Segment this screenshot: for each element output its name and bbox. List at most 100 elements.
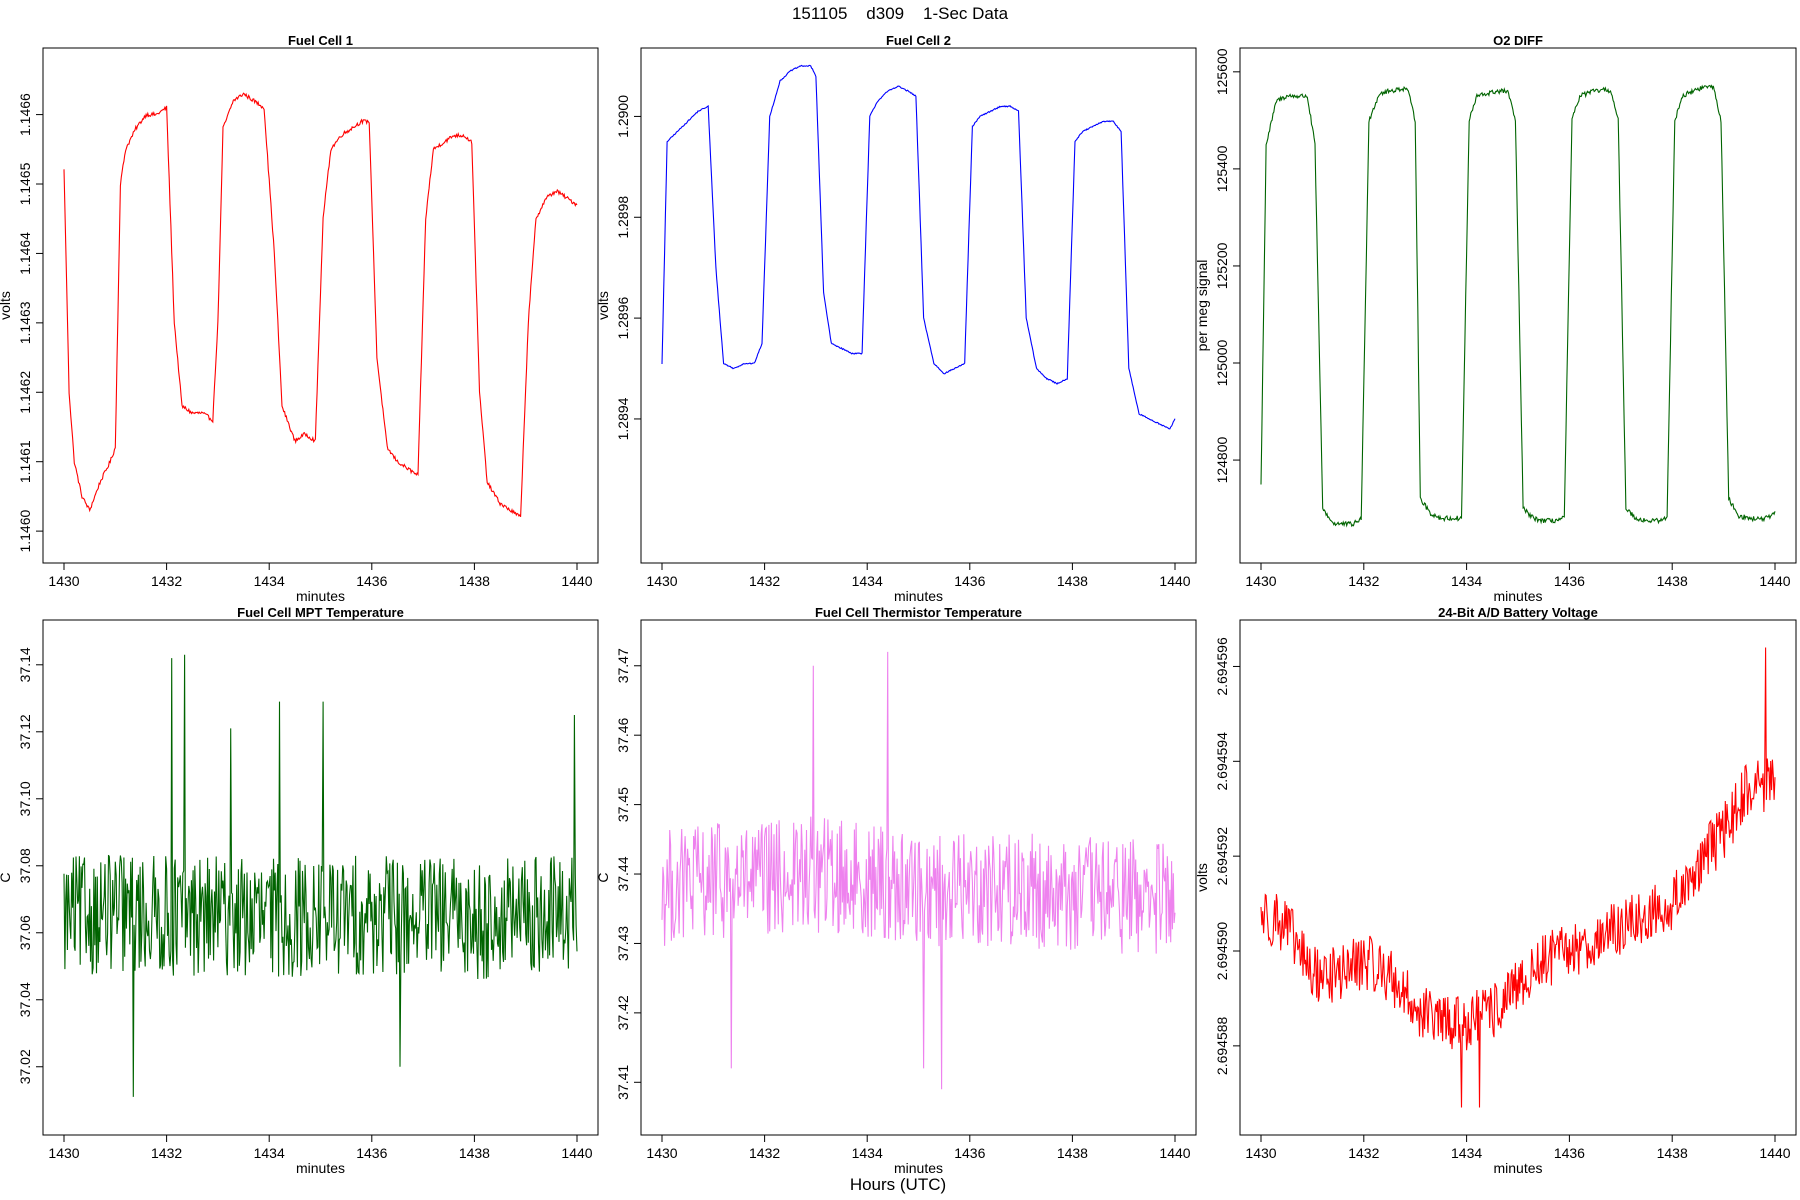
x-tick-label: 1436 <box>954 1145 985 1161</box>
y-tick-label: 37.47 <box>615 648 631 683</box>
x-tick-label: 1434 <box>254 573 285 589</box>
y-tick-label: 1.1465 <box>17 162 33 205</box>
x-tick-label: 1432 <box>749 573 780 589</box>
x-tick-label: 1440 <box>561 573 592 589</box>
x-tick-label: 1436 <box>1554 573 1585 589</box>
x-tick-label: 1438 <box>1057 573 1088 589</box>
x-tick-label: 1430 <box>1245 1145 1276 1161</box>
y-tick-label: 37.46 <box>615 717 631 752</box>
x-tick-label: 1432 <box>1348 1145 1379 1161</box>
panel-title: Fuel Cell 2 <box>886 33 951 48</box>
x-tick-label: 1440 <box>1159 1145 1190 1161</box>
y-tick-label: 2.694588 <box>1214 1016 1230 1075</box>
y-axis-label: C <box>0 872 13 882</box>
figure-bottom-label: Hours (UTC) <box>850 1175 946 1194</box>
x-tick-label: 1438 <box>459 1145 490 1161</box>
y-tick-label: 37.43 <box>615 926 631 961</box>
x-tick-label: 1432 <box>151 1145 182 1161</box>
y-tick-label: 1.2896 <box>615 296 631 339</box>
plot-frame <box>1239 47 1797 564</box>
y-tick-label: 125000 <box>1214 339 1230 386</box>
y-tick-label: 37.12 <box>17 714 33 749</box>
y-tick-label: 2.694594 <box>1214 732 1230 791</box>
x-tick-label: 1440 <box>1159 573 1190 589</box>
x-tick-label: 1434 <box>1451 573 1482 589</box>
chart-panel-3: O2 DIFF 1430 1432 1434 1436 1438 1440 minutes 12… <box>1194 33 1797 604</box>
y-tick-label: 2.694596 <box>1214 637 1230 696</box>
y-tick-label: 2.694592 <box>1214 827 1230 886</box>
y-tick-label: 37.10 <box>17 781 33 816</box>
y-tick-label: 37.08 <box>17 848 33 883</box>
series-line <box>1260 647 1776 1108</box>
x-axis-label: minutes <box>296 1160 345 1176</box>
x-tick-label: 1434 <box>852 1145 883 1161</box>
x-tick-label: 1440 <box>561 1145 592 1161</box>
panel-title: Fuel Cell Thermistor Temperature <box>815 605 1022 620</box>
y-tick-label: 37.04 <box>17 982 33 1017</box>
x-tick-label: 1432 <box>151 573 182 589</box>
y-tick-label: 37.02 <box>17 1049 33 1084</box>
y-tick-label: 1.1461 <box>17 440 33 483</box>
plot-frame <box>640 47 1197 564</box>
y-tick-label: 125600 <box>1214 48 1230 95</box>
y-tick-label: 1.1460 <box>17 509 33 552</box>
panel-title: Fuel Cell 1 <box>288 33 353 48</box>
x-tick-label: 1430 <box>646 1145 677 1161</box>
chart-panel-6: 24-Bit A/D Battery Voltage 1430 1432 1434 14… <box>1194 605 1797 1176</box>
y-tick-label: 1.1463 <box>17 301 33 344</box>
plot-frame <box>640 619 1197 1136</box>
y-tick-label: 1.2898 <box>615 196 631 239</box>
y-tick-label: 1.1466 <box>17 93 33 136</box>
y-tick-label: 37.45 <box>615 787 631 822</box>
y-tick-label: 1.2894 <box>615 397 631 440</box>
x-axis-label: minutes <box>894 1160 943 1176</box>
x-tick-label: 1436 <box>356 1145 387 1161</box>
plot-frame <box>1239 619 1797 1136</box>
y-tick-label: 37.42 <box>615 995 631 1030</box>
y-tick-label: 1.1462 <box>17 371 33 414</box>
x-tick-label: 1436 <box>954 573 985 589</box>
y-tick-label: 125200 <box>1214 242 1230 289</box>
y-tick-label: 37.14 <box>17 647 33 682</box>
y-tick-label: 1.1464 <box>17 232 33 275</box>
y-axis-label: C <box>595 872 611 882</box>
chart-panel-1: Fuel Cell 1 1430 1432 1434 1436 1438 1440 minut… <box>0 33 599 604</box>
series-line <box>661 64 1176 430</box>
y-tick-label: 2.694590 <box>1214 922 1230 981</box>
x-tick-label: 1440 <box>1759 573 1790 589</box>
y-axis-label: volts <box>1194 863 1210 892</box>
plot-frame <box>42 47 599 564</box>
x-tick-label: 1430 <box>1245 573 1276 589</box>
panel-title: O2 DIFF <box>1493 33 1543 48</box>
panel-title: Fuel Cell MPT Temperature <box>237 605 404 620</box>
y-axis-label: volts <box>0 291 13 320</box>
x-axis-label: minutes <box>296 588 345 604</box>
series-line <box>661 651 1176 1090</box>
x-tick-label: 1438 <box>459 573 490 589</box>
series-line <box>1260 84 1776 528</box>
x-tick-label: 1430 <box>646 573 677 589</box>
x-tick-label: 1434 <box>254 1145 285 1161</box>
y-tick-label: 1.2900 <box>615 95 631 138</box>
x-tick-label: 1436 <box>1554 1145 1585 1161</box>
panels: Fuel Cell 1 1430 1432 1434 1436 1438 1440 minut… <box>0 33 1797 1176</box>
y-axis-label: per meg signal <box>1194 260 1210 352</box>
x-tick-label: 1430 <box>48 1145 79 1161</box>
chart-panel-2: Fuel Cell 2 1430 1432 1434 1436 1438 1440 minut… <box>595 33 1197 604</box>
x-axis-label: minutes <box>1493 1160 1542 1176</box>
x-axis-label: minutes <box>894 588 943 604</box>
panel-title: 24-Bit A/D Battery Voltage <box>1438 605 1598 620</box>
x-tick-label: 1432 <box>1348 573 1379 589</box>
plot-frame <box>42 619 599 1136</box>
figure-main-title: 151105 d309 1-Sec Data <box>792 4 1009 23</box>
x-tick-label: 1436 <box>356 573 387 589</box>
series-line <box>63 92 578 518</box>
y-tick-label: 37.44 <box>615 856 631 891</box>
chart-panel-4: Fuel Cell MPT Temperature 1430 1432 1434 143… <box>0 605 599 1176</box>
x-tick-label: 1434 <box>852 573 883 589</box>
chart-panel-5: Fuel Cell Thermistor Temperature 1430 1432… <box>595 605 1197 1176</box>
y-axis-label: volts <box>595 291 611 320</box>
x-tick-label: 1432 <box>749 1145 780 1161</box>
